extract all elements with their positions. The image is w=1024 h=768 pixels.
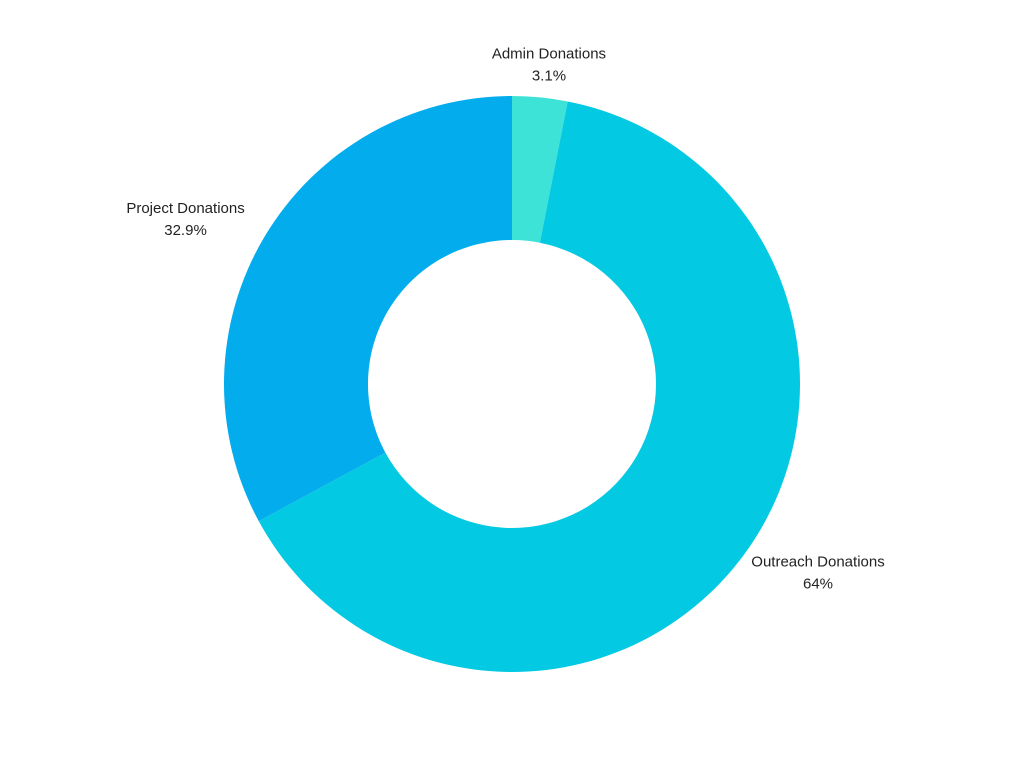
slice-value-label: 64% [803, 576, 833, 593]
slice-value-label: 3.1% [532, 67, 566, 84]
slice-label: Admin Donations [492, 45, 606, 62]
donut-slice [258, 101, 800, 673]
slice-label: Project Donations [126, 200, 244, 217]
donut-slice [223, 96, 513, 522]
donut-slice [512, 96, 568, 243]
slice-label: Outreach Donations [751, 554, 884, 571]
slice-value-label: 32.9% [164, 222, 207, 239]
